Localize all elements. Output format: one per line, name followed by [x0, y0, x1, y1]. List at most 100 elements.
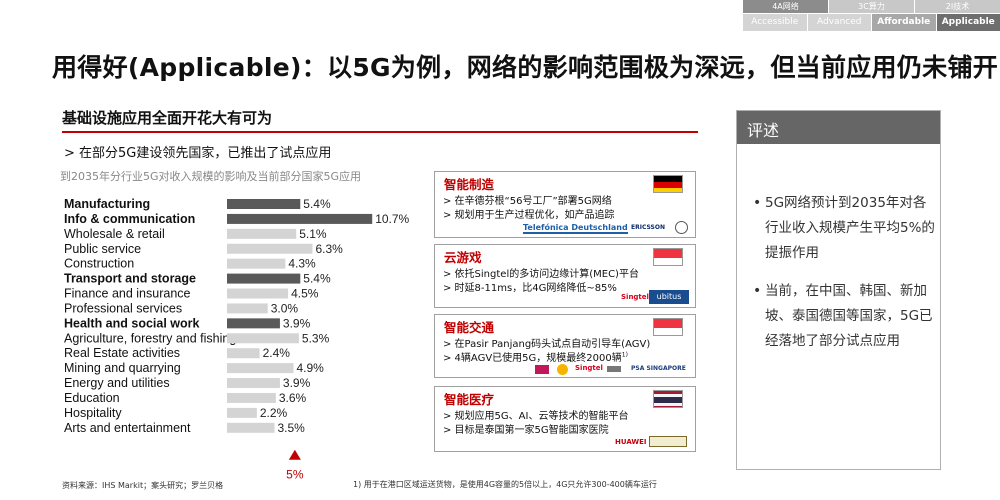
comment-point: 5G网络预计到2035年对各行业收入规模产生平均5%的提振作用	[765, 195, 935, 261]
value-label: 6.3%	[316, 242, 344, 256]
value-label: 5.4%	[303, 197, 331, 211]
category-label: Finance and insurance	[64, 287, 191, 301]
ubitus-logo: ubitus	[649, 290, 689, 304]
comment-point: 当前，在中国、韩国、新加坡、泰国德国等国家，5G已经落地了部分试点应用	[765, 283, 933, 349]
case-line: > 时延8-11ms，比4G网络降低~85%	[443, 283, 617, 294]
category-label: Arts and entertainment	[64, 421, 191, 435]
chart-title: 到2035年分行业5G对收入规模的影响及当前部分国家5G应用	[60, 170, 362, 183]
case-title: 智能交通	[444, 320, 495, 335]
category-label: Info & communication	[64, 212, 195, 226]
value-label: 4.3%	[288, 257, 316, 271]
category-label: Public service	[64, 242, 141, 256]
hospital-logo-icon	[649, 436, 687, 447]
nav-tab-applicable[interactable]: Applicable	[935, 14, 1000, 31]
nav-tab-2i[interactable]: 2I技术	[914, 0, 1000, 13]
ericsson-logo: ERICSSON	[631, 224, 665, 231]
psa-logo: PSA SINGAPORE	[631, 365, 686, 372]
singtel-logo: Singtel	[621, 293, 649, 301]
case-cloud-gaming: 云游戏 > 依托Singtel的多访问边缘计算(MEC)平台 > 时延8-11m…	[434, 244, 696, 308]
bar	[227, 228, 297, 239]
value-label: 10.7%	[375, 212, 409, 226]
case-line: > 目标是泰国第一家5G智能国家医院	[443, 425, 609, 436]
category-label: Hospitality	[64, 406, 122, 420]
nav-tab-affordable[interactable]: Affordable	[871, 14, 936, 31]
section-divider	[62, 131, 698, 133]
category-label: Manufacturing	[64, 197, 150, 211]
nav-tab-advanced[interactable]: Advanced	[806, 14, 871, 31]
bar	[227, 348, 260, 359]
category-label: Wholesale & retail	[64, 227, 165, 241]
case-line: > 依托Singtel的多访问边缘计算(MEC)平台	[443, 269, 639, 280]
bar	[227, 378, 280, 389]
comment-header: 评述	[737, 111, 940, 144]
bar	[227, 333, 299, 344]
category-label: Education	[64, 391, 120, 405]
page-title: 用得好(Applicable)：以5G为例，网络的影响范围极为深远，但当前应用仍…	[52, 53, 999, 82]
bar	[227, 258, 286, 269]
bar	[227, 213, 373, 224]
case-title: 智能医疗	[444, 392, 495, 407]
singapore-flag-icon	[653, 248, 683, 266]
value-label: 3.9%	[283, 316, 311, 330]
partner-logo-icon	[557, 364, 568, 375]
nav-top-tabs: 4A网络 3C算力 2I技术	[742, 0, 1000, 13]
value-label: 4.9%	[297, 361, 325, 375]
footnote: 1) 用于在港口区域运送货物，是使用4G容量的5倍以上，4G只允许300-400…	[353, 480, 657, 489]
bar	[227, 422, 275, 433]
case-smart-healthcare: 智能医疗 > 规划应用5G、AI、云等技术的智能平台 > 目标是泰国第一家5G智…	[434, 386, 696, 452]
case-line: > 规划应用5G、AI、云等技术的智能平台	[443, 411, 629, 422]
germany-flag-icon	[653, 175, 683, 193]
source-note: 资料来源：IHS Markit；案头研究；罗兰贝格	[62, 481, 224, 490]
category-label: Professional services	[64, 301, 182, 315]
value-label: 4.5%	[291, 287, 319, 301]
category-label: Construction	[64, 257, 134, 271]
nav-tab-4a[interactable]: 4A网络	[742, 0, 828, 13]
category-label: Health and social work	[64, 316, 200, 330]
case-line: > 在Pasir Panjang码头试点自动引导车(AGV)	[443, 339, 651, 350]
bullet-icon: •	[753, 283, 762, 299]
case-line: > 4辆AGV已使用5G，规模最终2000辆1)	[443, 349, 628, 364]
case-smart-transport: 智能交通 > 在Pasir Panjang码头试点自动引导车(AGV) > 4辆…	[434, 314, 696, 378]
category-label: Real Estate activities	[64, 346, 180, 360]
case-title: 智能制造	[444, 177, 495, 192]
bar	[227, 273, 301, 284]
partner-logo-icon	[535, 365, 549, 374]
section-title: 基础设施应用全面开花大有可为	[62, 109, 273, 127]
bar	[227, 363, 294, 374]
value-label: 3.6%	[279, 391, 307, 405]
value-label: 3.0%	[271, 301, 299, 315]
comment-header-text: 评述	[747, 121, 780, 140]
bar	[227, 318, 280, 329]
value-label: 2.2%	[260, 406, 288, 420]
value-label: 5.4%	[303, 272, 331, 286]
case-line: > 在辛德芬根“56号工厂”部署5G网络	[443, 196, 612, 207]
value-label: 5.3%	[302, 331, 330, 345]
case-line-text: > 4辆AGV已使用5G，规模最终2000辆	[443, 353, 622, 364]
value-label: 5.1%	[299, 227, 327, 241]
case-smart-manufacturing: 智能制造 > 在辛德芬根“56号工厂”部署5G网络 > 规划用于生产过程优化，如…	[434, 171, 696, 238]
thailand-flag-icon	[653, 390, 683, 408]
bar	[227, 199, 301, 209]
footnote-marker: 1)	[621, 351, 628, 359]
nav-tab-accessible[interactable]: Accessible	[742, 14, 807, 31]
category-label: Mining and quarrying	[64, 361, 181, 375]
comment-panel: 评述 • 5G网络预计到2035年对各行业收入规模产生平均5%的提振作用 • 当…	[736, 110, 941, 470]
mercedes-logo-icon	[675, 221, 688, 234]
category-label: Agriculture, forestry and fishing	[64, 331, 236, 345]
singtel-logo: Singtel	[575, 364, 603, 372]
category-label: Transport and storage	[64, 272, 196, 286]
case-title: 云游戏	[444, 250, 482, 265]
case-line: > 规划用于生产过程优化，如产品追踪	[443, 210, 615, 221]
category-label: Energy and utilities	[64, 376, 170, 390]
value-label: 3.9%	[283, 376, 311, 390]
average-marker-label: 5%	[286, 468, 304, 482]
bullet-icon: •	[753, 195, 762, 211]
telefonica-logo: Telefónica Deutschland	[523, 223, 628, 234]
huawei-logo: HUAWEI	[615, 438, 647, 446]
section-bullet: > 在部分5G建设领先国家，已推出了试点应用	[64, 146, 332, 161]
singapore-flag-icon	[653, 318, 683, 336]
value-label: 2.4%	[263, 346, 291, 360]
partner-logo-icon	[607, 366, 621, 372]
bar	[227, 303, 268, 314]
nav-tab-3c[interactable]: 3C算力	[828, 0, 914, 13]
